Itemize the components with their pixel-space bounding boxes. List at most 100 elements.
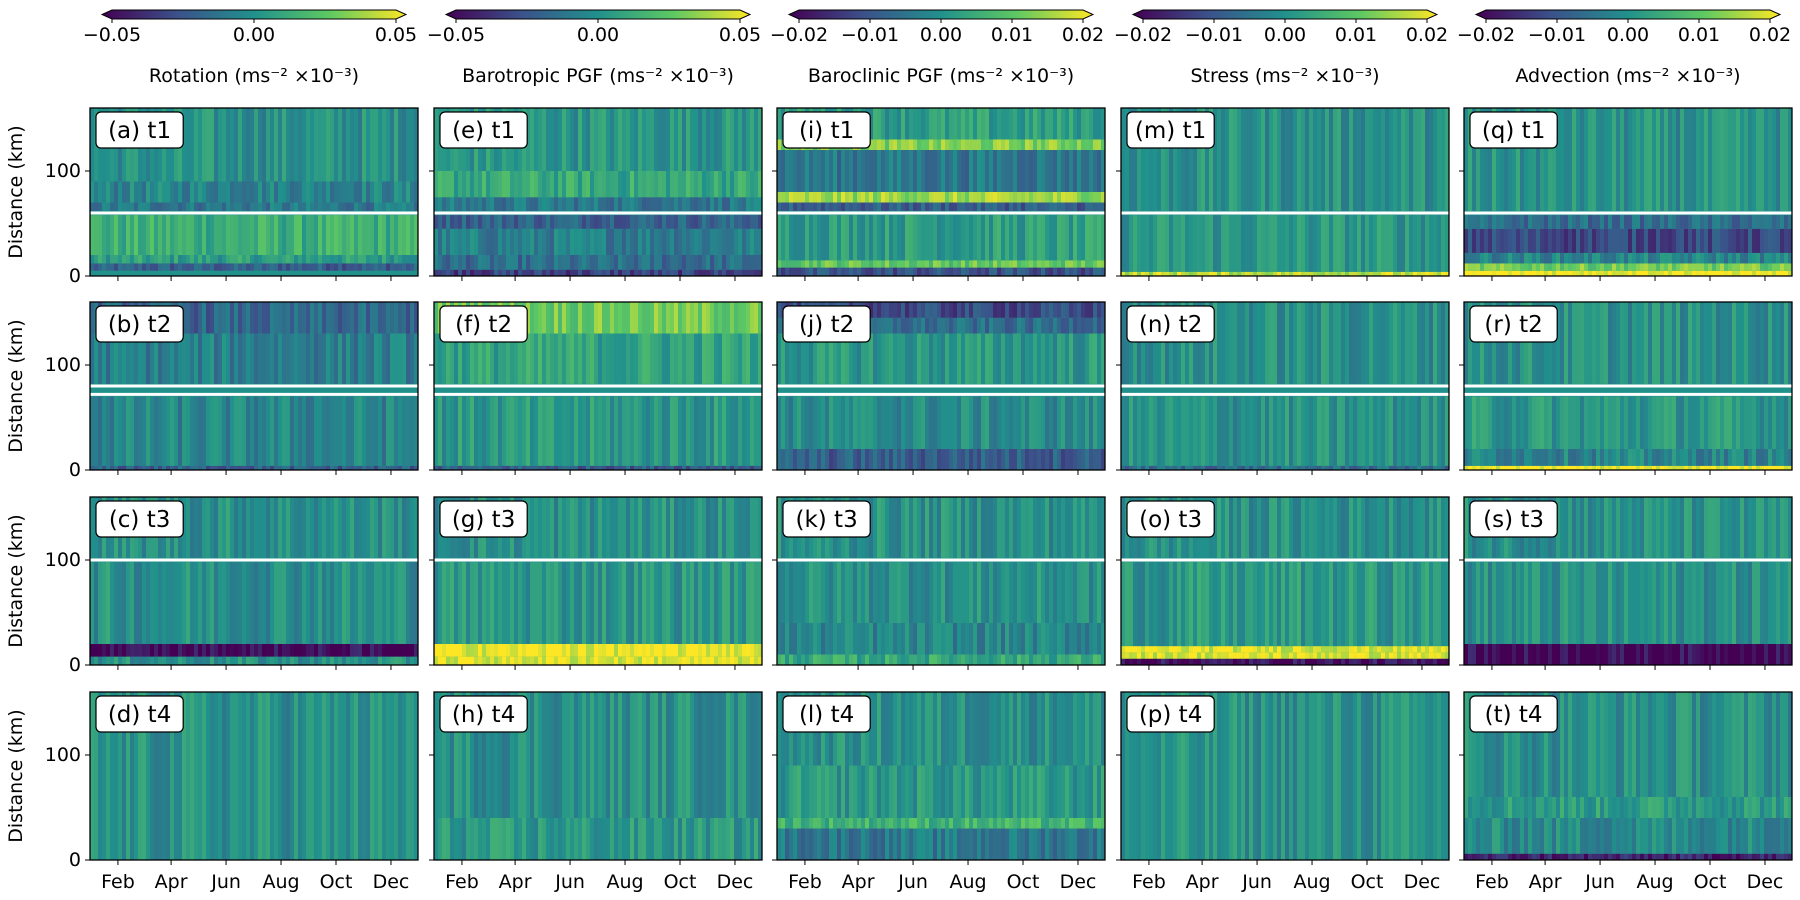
heatmap-cell [1165,108,1170,211]
heatmap-cell [234,181,239,203]
heatmap-cell [166,215,171,255]
heatmap-cell [722,644,727,657]
heatmap-cell [1504,215,1509,229]
heatmap-cell [1604,252,1609,264]
heatmap-cell [869,192,874,203]
heatmap-cell [805,396,810,449]
heatmap-cell [905,260,910,268]
heatmap-cell [162,255,167,264]
heatmap-cell [578,228,583,255]
heatmap-cell [1540,252,1545,264]
heatmap-cell [977,260,982,268]
heatmap-cell [1409,396,1414,466]
heatmap-cell [410,562,415,644]
heatmap-cell [1133,271,1138,276]
heatmap-cell [314,497,319,558]
heatmap-cell [1129,465,1134,470]
heatmap-cell [298,562,303,644]
heatmap-cell [985,260,990,268]
heatmap-cell [1357,302,1362,384]
heatmap-cell [562,562,567,644]
heatmap-cell [1333,302,1338,384]
heatmap-cell [1253,108,1258,211]
heatmap-cell [1397,396,1402,466]
heatmap-cell [1532,215,1537,229]
heatmap-cell [1608,215,1613,229]
heatmap-cell [450,255,455,270]
heatmap-cell [626,465,631,470]
heatmap-cell [514,656,519,665]
heatmap-cell [1205,215,1210,272]
heatmap-cell [350,562,355,644]
heatmap-cell [1049,202,1054,211]
heatmap-cell [610,644,615,657]
heatmap-cell [1393,108,1398,211]
heatmap-cell [1329,215,1334,272]
heatmap-cell [1468,263,1473,271]
heatmap-cell [230,202,235,211]
heatmap-cell [1189,465,1194,470]
heatmap-cell [178,202,183,211]
heatmap-cell [973,260,978,268]
heatmap-cell [1149,271,1154,276]
heatmap-cell [730,197,735,211]
heatmap-cell [1041,396,1046,449]
heatmap-cell [202,108,207,182]
heatmap-cell [242,396,247,466]
heatmap-cell [1085,396,1090,449]
heatmap-cell [718,215,723,229]
heatmap-cell [1664,108,1669,211]
heatmap-cell [809,260,814,268]
heatmap-cell [917,396,922,449]
heatmap-cell [1017,260,1022,268]
heatmap-cell [730,171,735,198]
heatmap-cell [510,228,515,255]
heatmap-cell [454,465,459,470]
heatmap-cell [518,255,523,270]
heatmap-cell [865,449,870,470]
heatmap-cell [134,263,139,271]
heatmap-cell [1209,465,1214,470]
heatmap-cell [670,465,675,470]
heatmap-cell [913,139,918,150]
heatmap-cell [953,396,958,449]
heatmap-cell [1053,267,1058,276]
heatmap-cell [1053,150,1058,192]
heatmap-cell [370,181,375,203]
heatmap-cell [174,562,179,644]
heatmap-cell [306,255,311,264]
heatmap-cell [214,333,219,384]
heatmap-cell [610,215,615,229]
heatmap-cell [893,150,898,192]
heatmap-cell [554,497,559,558]
heatmap-cell [262,263,267,271]
heatmap-cell [1772,465,1777,470]
heatmap-cell [877,192,882,203]
heatmap-cell [777,302,782,318]
heatmap-cell [702,644,707,657]
heatmap-cell [1744,263,1749,271]
heatmap-cell [793,396,798,449]
heatmap-cell [1500,465,1505,470]
heatmap-cell [993,192,998,203]
heatmap-cell [1305,271,1310,276]
heatmap-cell [1021,260,1026,268]
heatmap-cell [274,263,279,271]
heatmap-cell [1145,215,1150,272]
heatmap-cell [1401,215,1406,272]
heatmap-cell [682,228,687,255]
heatmap-cell [1049,139,1054,150]
heatmap-cell [482,197,487,211]
heatmap-cell [642,171,647,198]
heatmap-cell [670,269,675,276]
heatmap-cell [578,171,583,198]
heatmap-cell [1480,465,1485,470]
heatmap-cell [1552,302,1557,384]
heatmap-cell [1057,302,1062,318]
heatmap-cell [498,255,503,270]
heatmap-cell [278,255,283,264]
heatmap-cell [754,396,759,466]
heatmap-cell [913,108,918,140]
